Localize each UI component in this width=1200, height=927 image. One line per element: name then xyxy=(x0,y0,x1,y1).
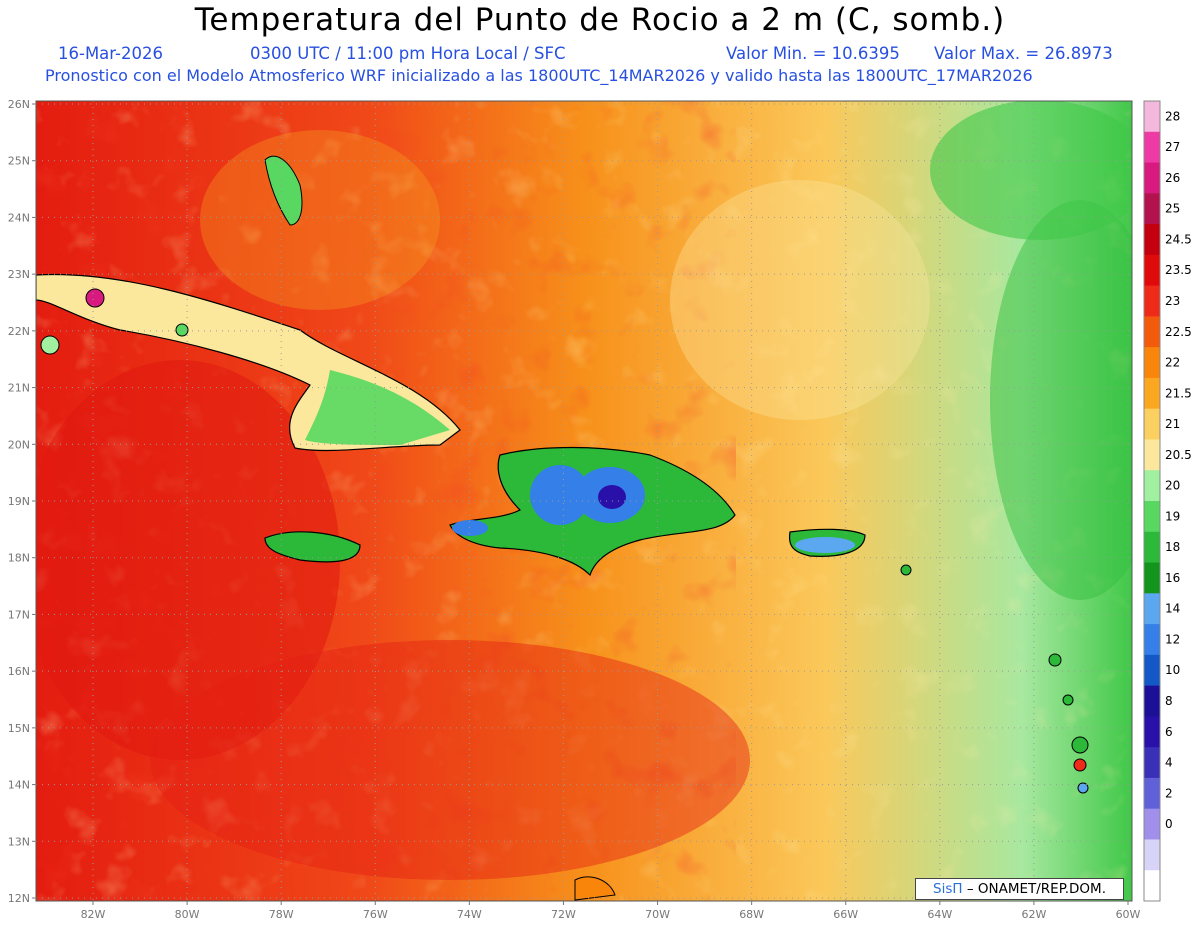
lat-tick-label: 13N xyxy=(8,835,30,848)
colorbar-label: 24.5 xyxy=(1165,232,1192,246)
colorbar-swatch xyxy=(1144,870,1160,902)
longitude-axis: 82W 80W 78W 76W 74W 72W 70W 68W 66W 64W 62W 60W xyxy=(81,901,1141,921)
forecast-description: Pronostico con el Modelo Atmosferico WRF… xyxy=(45,66,1033,85)
colorbar-swatch xyxy=(1144,716,1160,748)
colorbar-label: 21 xyxy=(1165,417,1180,431)
lon-tick-label: 72W xyxy=(551,908,576,921)
min-value: Valor Min. = 10.6395 xyxy=(726,44,900,63)
lat-tick-label: 12N xyxy=(8,892,30,905)
colorbar-swatch xyxy=(1144,439,1160,471)
colorbar-label: 18 xyxy=(1165,540,1180,554)
colorbar-swatch xyxy=(1144,562,1160,594)
colorbar-swatch xyxy=(1144,224,1160,256)
lon-tick-label: 74W xyxy=(457,908,482,921)
colorbar-label: 28 xyxy=(1165,109,1180,123)
lat-tick-label: 25N xyxy=(8,155,30,168)
colorbar-label: 4 xyxy=(1165,756,1173,770)
colorbar-swatch xyxy=(1144,624,1160,656)
colorbar-label: 2 xyxy=(1165,786,1173,800)
colorbar-label: 16 xyxy=(1165,571,1180,585)
lat-tick-label: 15N xyxy=(8,722,30,735)
colorbar-swatch xyxy=(1144,285,1160,317)
lon-tick-label: 80W xyxy=(175,908,200,921)
colorbar-label: 26 xyxy=(1165,171,1180,185)
colorbar-swatch xyxy=(1144,808,1160,840)
lat-tick-label: 21N xyxy=(8,382,30,395)
lat-tick-label: 20N xyxy=(8,438,30,451)
colorbar-swatch xyxy=(1144,685,1160,717)
colorbar-swatch xyxy=(1144,501,1160,533)
colorbar-swatch xyxy=(1144,162,1160,194)
colorbar-swatch xyxy=(1144,777,1160,810)
lon-tick-label: 60W xyxy=(1116,908,1141,921)
colorbar-swatch xyxy=(1144,193,1160,225)
colorbar-swatch xyxy=(1144,747,1160,779)
colorbar-swatch xyxy=(1144,593,1160,625)
forecast-date: 16-Mar-2026 xyxy=(58,44,163,63)
colorbar-label: 6 xyxy=(1165,725,1173,739)
lon-tick-label: 64W xyxy=(927,908,952,921)
lat-tick-label: 23N xyxy=(8,268,30,281)
lon-tick-label: 70W xyxy=(645,908,670,921)
lat-tick-label: 14N xyxy=(8,779,30,792)
colorbar-label: 14 xyxy=(1165,602,1180,616)
jamaica-landmass xyxy=(264,531,361,563)
credit-box: SisΠ – ONAMET/REP.DOM. xyxy=(915,878,1124,900)
colorbar-swatch xyxy=(1144,531,1160,564)
lon-tick-label: 78W xyxy=(269,908,294,921)
map-title: Temperatura del Punto de Rocio a 2 m (C,… xyxy=(194,2,1006,38)
colorbar-swatch xyxy=(1144,408,1160,440)
colorbar-swatch xyxy=(1144,347,1160,379)
lon-tick-label: 82W xyxy=(81,908,106,921)
colorbar-swatch xyxy=(1144,654,1160,687)
colorbar-label: 23.5 xyxy=(1165,263,1192,277)
colorbar-label: 19 xyxy=(1165,509,1180,523)
lat-tick-label: 26N xyxy=(8,98,30,111)
credit-brand: SisΠ xyxy=(933,881,963,897)
colorbar-swatch xyxy=(1144,254,1160,287)
lat-tick-label: 24N xyxy=(8,211,30,224)
lat-tick-label: 17N xyxy=(8,608,30,621)
lon-tick-label: 62W xyxy=(1021,908,1046,921)
lon-tick-label: 66W xyxy=(833,908,858,921)
latitude-axis: 26N 25N 24N 23N 22N 21N 20N 19N 18N 17N 16N 15N 14N 1… xyxy=(8,98,36,905)
lat-tick-label: 22N xyxy=(8,325,30,338)
colorbar-label: 8 xyxy=(1165,694,1173,708)
lat-tick-label: 18N xyxy=(8,552,30,565)
colorbar-label: 20.5 xyxy=(1165,448,1192,462)
colorbar-swatch xyxy=(1144,839,1160,871)
credit-text: – ONAMET/REP.DOM. xyxy=(966,881,1106,897)
colorbar-label: 10 xyxy=(1165,663,1180,677)
colorbar-label: 27 xyxy=(1165,140,1180,154)
colorbar-label: 20 xyxy=(1165,479,1180,493)
forecast-time: 0300 UTC / 11:00 pm Hora Local / SFC xyxy=(250,44,566,63)
colorbar-swatch xyxy=(1144,101,1160,133)
colorbar-label: 23 xyxy=(1165,294,1180,308)
lat-tick-label: 19N xyxy=(8,495,30,508)
colorbar-label: 21.5 xyxy=(1165,386,1192,400)
colorbar-label: 0 xyxy=(1165,817,1173,831)
max-value: Valor Max. = 26.8973 xyxy=(934,44,1113,63)
colorbar-label: 25 xyxy=(1165,202,1180,216)
dewpoint-field xyxy=(36,101,1132,901)
colorbar-label: 22.5 xyxy=(1165,325,1192,339)
andros-island xyxy=(264,155,303,226)
colorbar-swatch xyxy=(1144,470,1160,502)
lat-tick-label: 16N xyxy=(8,665,30,678)
colorbar-swatch xyxy=(1144,316,1160,348)
colorbar-swatch xyxy=(1144,377,1160,410)
colorbar-swatch xyxy=(1144,131,1160,164)
lon-tick-label: 76W xyxy=(363,908,388,921)
colorbar: 2827262524.523.52322.52221.52120.5201918… xyxy=(1143,100,1192,902)
colorbar-label: 12 xyxy=(1165,632,1180,646)
colorbar-frame xyxy=(1143,100,1161,902)
map-gridlines xyxy=(36,101,1132,901)
lon-tick-label: 68W xyxy=(739,908,764,921)
colorbar-label: 22 xyxy=(1165,356,1180,370)
